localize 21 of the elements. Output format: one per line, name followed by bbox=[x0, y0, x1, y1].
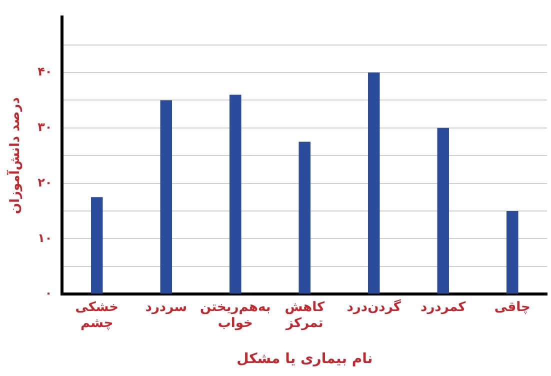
x-tick-label: به‌هم‌ریختن خواب bbox=[200, 300, 271, 331]
x-tick-label: چاقی bbox=[494, 300, 530, 316]
y-axis-title: درصد دانش‌آموزان bbox=[6, 96, 24, 214]
y-tick-label: ۱۰ bbox=[38, 230, 52, 245]
x-tick-label: گردن‌درد bbox=[346, 299, 402, 316]
y-tick-label: ۰ bbox=[44, 286, 52, 300]
bar bbox=[437, 128, 450, 294]
x-tick-label: خشکی چشم bbox=[75, 300, 119, 331]
y-tick-label: ۴۰ bbox=[38, 64, 52, 79]
bar bbox=[298, 142, 311, 294]
bar bbox=[229, 94, 242, 294]
x-tick-label: کمردرد bbox=[420, 300, 466, 316]
bar bbox=[368, 72, 380, 294]
bar bbox=[506, 210, 518, 294]
bar bbox=[160, 100, 172, 294]
bar bbox=[90, 197, 103, 294]
y-tick-label: ۳۰ bbox=[38, 120, 52, 134]
x-tick-label: سردرد bbox=[145, 300, 187, 316]
x-tick-label: کاهش تمرکز bbox=[284, 300, 325, 331]
x-axis-title: نام بیماری یا مشکل bbox=[236, 351, 373, 368]
y-tick-label: ۲۰ bbox=[38, 175, 52, 190]
